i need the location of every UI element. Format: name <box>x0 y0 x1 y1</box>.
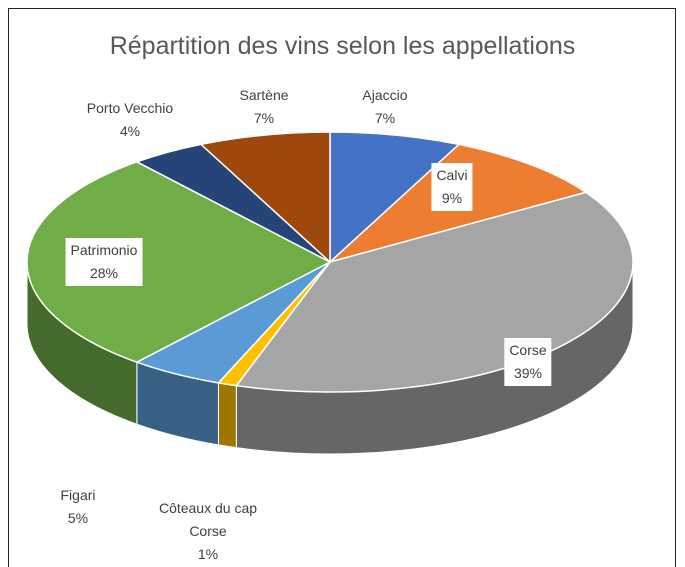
data-label: Calvi 9% <box>431 163 473 211</box>
pie-side <box>217 382 237 449</box>
data-label: Porto Vecchio 4% <box>87 97 173 143</box>
pie-slice <box>26 161 332 363</box>
label-name: Sartène <box>239 87 289 103</box>
label-name: Figari <box>60 487 96 503</box>
label-value: 28% <box>89 265 119 281</box>
label-name: Corse <box>509 342 547 358</box>
data-label: Ajaccio 7% <box>362 84 407 130</box>
label-name: Patrimonio <box>70 242 138 258</box>
label-value: 4% <box>119 123 141 139</box>
label-value: 5% <box>67 510 89 526</box>
data-label: Figari 5% <box>60 484 95 530</box>
data-label: Corse 39% <box>504 338 552 386</box>
pie-slice <box>199 131 331 264</box>
label-name: Ajaccio <box>362 87 408 103</box>
label-name: Côteaux du cap Corse <box>158 500 258 539</box>
data-label: Sartène 7% <box>239 84 288 130</box>
chart-title: Répartition des vins selon les appellati… <box>109 32 576 60</box>
label-value: 7% <box>253 110 275 126</box>
data-label: Côteaux du cap Corse 1% <box>148 497 268 566</box>
label-name: Calvi <box>436 167 468 183</box>
label-value: 39% <box>513 365 543 381</box>
pie-slice <box>329 131 461 264</box>
label-value: 1% <box>197 546 219 562</box>
label-name: Porto Vecchio <box>86 100 174 116</box>
chart-frame <box>8 8 676 567</box>
label-value: 9% <box>441 190 463 206</box>
data-label: Patrimonio 28% <box>65 238 143 286</box>
label-value: 7% <box>374 110 396 126</box>
